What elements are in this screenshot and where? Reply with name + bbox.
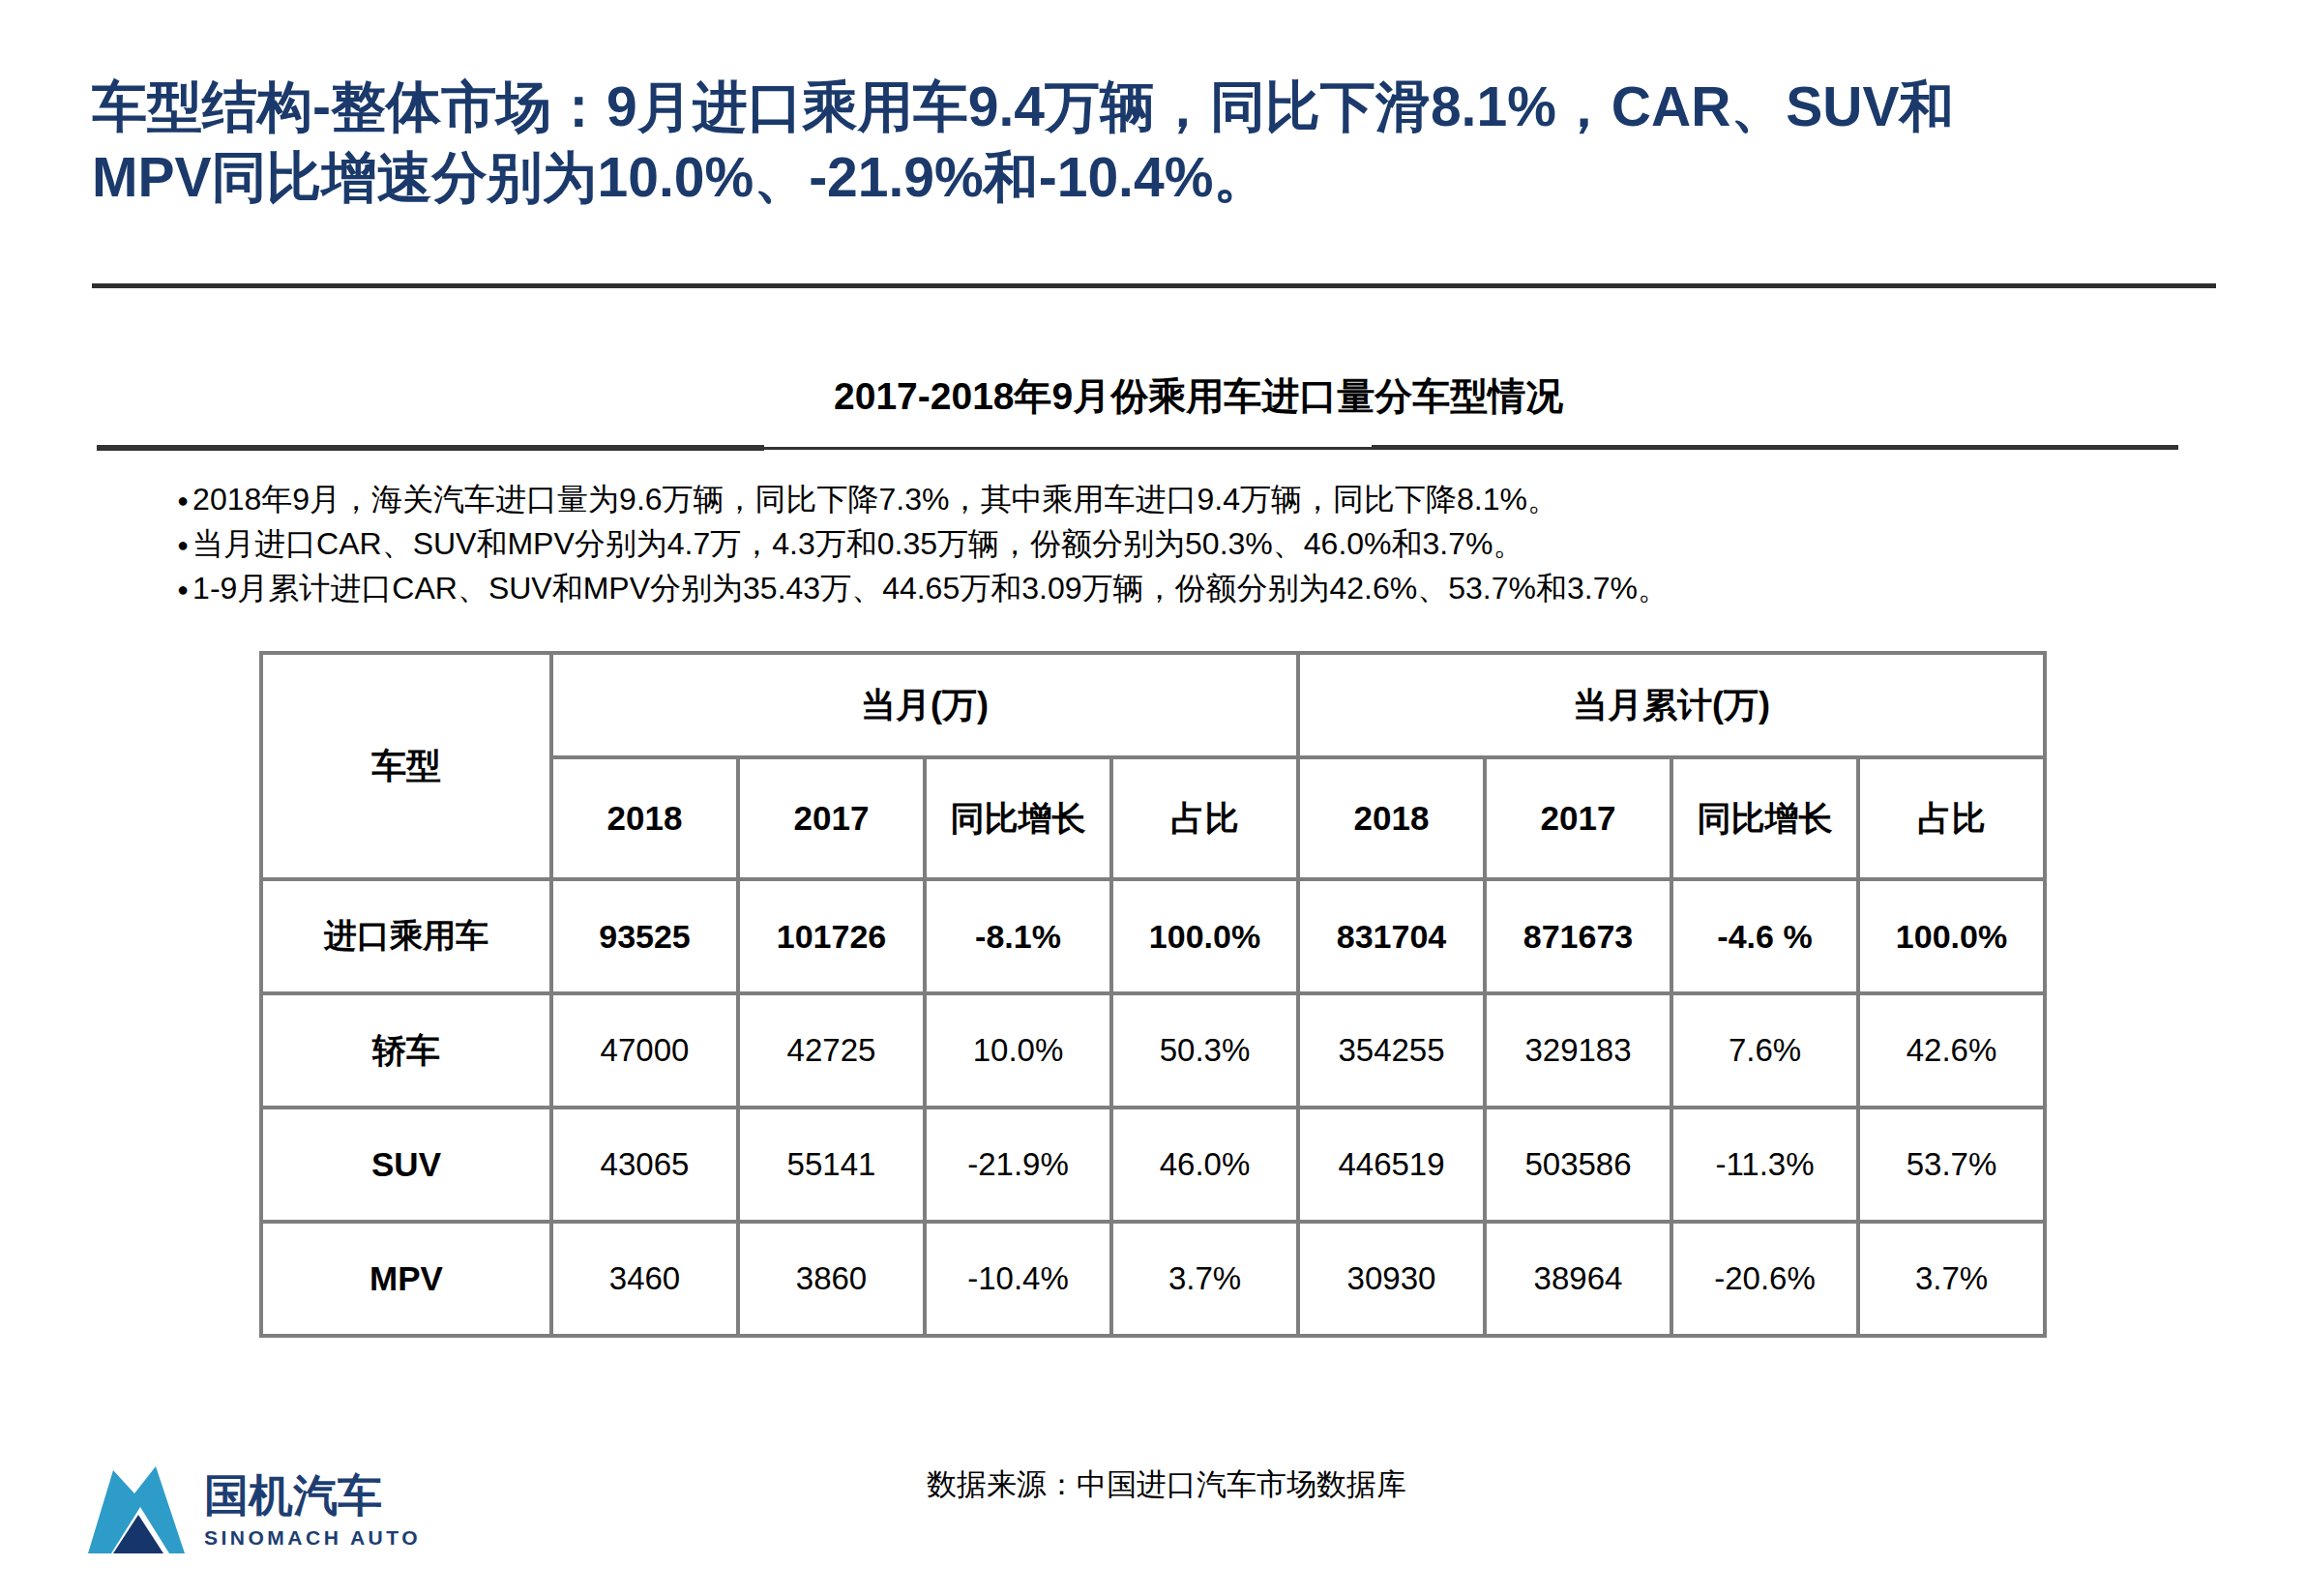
sub-header-share: 占比 xyxy=(1858,757,2045,879)
table-cell: 354255 xyxy=(1298,993,1485,1108)
vehicle-import-table: 车型 当月(万) 当月累计(万) 2018 2017 同比增长 占比 2018 … xyxy=(259,651,2047,1338)
table-cell: 329183 xyxy=(1485,993,1671,1108)
table-cell: 55141 xyxy=(738,1108,925,1222)
table-cell: -20.6% xyxy=(1671,1222,1858,1336)
table-row: SUV 43065 55141 -21.9% 46.0% 446519 5035… xyxy=(261,1108,2045,1222)
row-label: MPV xyxy=(261,1222,551,1336)
table-cell: 3.7% xyxy=(1858,1222,2045,1336)
page-title-line1: 车型结构-整体市场：9月进口乘用车9.4万辆，同比下滑8.1%，CAR、SUV和 xyxy=(92,72,2230,142)
table-cell: 50.3% xyxy=(1111,993,1298,1108)
sub-header-2017: 2017 xyxy=(1485,757,1671,879)
row-label: 轿车 xyxy=(261,993,551,1108)
bullet-text: 当月进口CAR、SUV和MPV分别为4.7万，4.3万和0.35万辆，份额分别为… xyxy=(192,523,1523,566)
table-cell: 100.0% xyxy=(1858,879,2045,993)
bullet-dot-icon: ● xyxy=(177,489,189,512)
table-corner-header: 车型 xyxy=(261,653,551,879)
table-cell: -21.9% xyxy=(925,1108,1111,1222)
table-cell: 93525 xyxy=(551,879,738,993)
sub-header-2017: 2017 xyxy=(738,757,925,879)
table-cell: 3860 xyxy=(738,1222,925,1336)
table-cell: 30930 xyxy=(1298,1222,1485,1336)
table-cell: -10.4% xyxy=(925,1222,1111,1336)
table-cell: 7.6% xyxy=(1671,993,1858,1108)
table-cell: -11.3% xyxy=(1671,1108,1858,1222)
table-row: MPV 3460 3860 -10.4% 3.7% 30930 38964 -2… xyxy=(261,1222,2045,1336)
table-cell: -8.1% xyxy=(925,879,1111,993)
table-cell: 3.7% xyxy=(1111,1222,1298,1336)
heading-divider-right xyxy=(1372,445,2178,450)
table-cell: 43065 xyxy=(551,1108,738,1222)
group-header-current-month: 当月(万) xyxy=(551,653,1298,757)
sub-header-2018: 2018 xyxy=(551,757,738,879)
bullet-item: ● 2018年9月，海关汽车进口量为9.6万辆，同比下降7.3%，其中乘用车进口… xyxy=(177,478,1669,522)
table-row: 进口乘用车 93525 101726 -8.1% 100.0% 831704 8… xyxy=(261,879,2045,993)
sub-header-share: 占比 xyxy=(1111,757,1298,879)
bullet-text: 1-9月累计进口CAR、SUV和MPV分别为35.43万、44.65万和3.09… xyxy=(192,568,1669,610)
table-cell: 871673 xyxy=(1485,879,1671,993)
table-cell: 446519 xyxy=(1298,1108,1485,1222)
page-title-line2: MPV同比增速分别为10.0%、-21.9%和-10.4%。 xyxy=(92,142,2230,213)
bullet-dot-icon: ● xyxy=(177,534,189,556)
bullet-text: 2018年9月，海关汽车进口量为9.6万辆，同比下降7.3%，其中乘用车进口9.… xyxy=(192,479,1558,521)
table-cell: 100.0% xyxy=(1111,879,1298,993)
group-header-cumulative: 当月累计(万) xyxy=(1298,653,2045,757)
data-source: 数据来源：中国进口汽车市场数据库 xyxy=(927,1464,1406,1505)
bullet-list: ● 2018年9月，海关汽车进口量为9.6万辆，同比下降7.3%，其中乘用车进口… xyxy=(177,478,1669,611)
table-row: 轿车 47000 42725 10.0% 50.3% 354255 329183… xyxy=(261,993,2045,1108)
table-cell: 47000 xyxy=(551,993,738,1108)
heading-divider-middle xyxy=(764,447,1372,450)
table-cell: 42.6% xyxy=(1858,993,2045,1108)
row-label: 进口乘用车 xyxy=(261,879,551,993)
title-divider xyxy=(92,283,2216,288)
sinomach-logo: 国机汽车 SINOMACH AUTO xyxy=(86,1464,421,1557)
table-cell: 3460 xyxy=(551,1222,738,1336)
bullet-item: ● 1-9月累计进口CAR、SUV和MPV分别为35.43万、44.65万和3.… xyxy=(177,567,1669,611)
sub-header-2018: 2018 xyxy=(1298,757,1485,879)
table-cell: 10.0% xyxy=(925,993,1111,1108)
table-cell: 101726 xyxy=(738,879,925,993)
table-cell: 831704 xyxy=(1298,879,1485,993)
table-heading: 2017-2018年9月份乘用车进口量分车型情况 xyxy=(834,370,1563,423)
table-cell: 42725 xyxy=(738,993,925,1108)
logo-text: 国机汽车 SINOMACH AUTO xyxy=(204,1472,421,1549)
bullet-item: ● 当月进口CAR、SUV和MPV分别为4.7万，4.3万和0.35万辆，份额分… xyxy=(177,522,1669,567)
sinomach-logo-icon xyxy=(86,1464,187,1557)
table-cell: 46.0% xyxy=(1111,1108,1298,1222)
table-cell: 503586 xyxy=(1485,1108,1671,1222)
logo-name-en: SINOMACH AUTO xyxy=(204,1526,421,1550)
table-cell: -4.6 % xyxy=(1671,879,1858,993)
heading-divider-left xyxy=(97,445,764,451)
sub-header-yoy: 同比增长 xyxy=(1671,757,1858,879)
table-cell: 38964 xyxy=(1485,1222,1671,1336)
page-title: 车型结构-整体市场：9月进口乘用车9.4万辆，同比下滑8.1%，CAR、SUV和… xyxy=(92,72,2230,213)
sub-header-yoy: 同比增长 xyxy=(925,757,1111,879)
logo-name-cn: 国机汽车 xyxy=(204,1472,421,1519)
table-cell: 53.7% xyxy=(1858,1108,2045,1222)
row-label: SUV xyxy=(261,1108,551,1222)
slide: 车型结构-整体市场：9月进口乘用车9.4万辆，同比下滑8.1%，CAR、SUV和… xyxy=(0,0,2306,1596)
bullet-dot-icon: ● xyxy=(177,578,189,601)
